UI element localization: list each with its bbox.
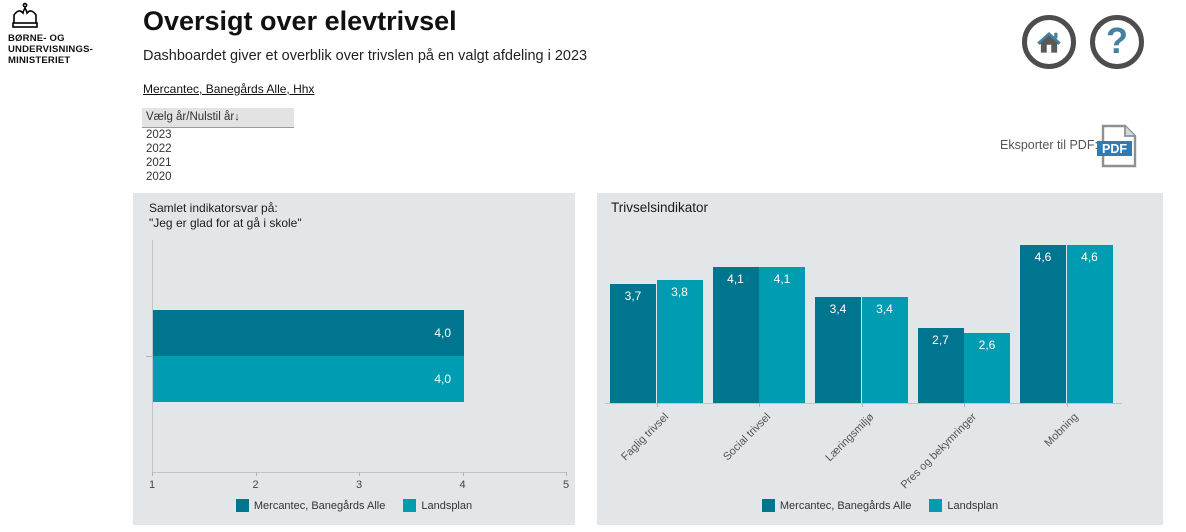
bar-value-label: 4,0 <box>434 326 451 340</box>
year-filter-label: Vælg år/Nulstil år <box>146 111 235 123</box>
legend-label-school: Mercantec, Banegårds Alle <box>779 499 912 512</box>
year-filter: Vælg år/Nulstil år↓ 2023 2022 2021 2020 <box>142 108 294 184</box>
indicator-chart-panel: Trivselsindikator 3,7 3,8 Faglig trivsel 4,… <box>597 193 1163 525</box>
home-button[interactable] <box>1022 15 1076 69</box>
bar-value-label: 3,8 <box>671 285 688 299</box>
x-axis-tick <box>759 403 760 407</box>
bar-value-label: 4,1 <box>727 272 744 286</box>
x-axis-tick <box>359 472 360 476</box>
x-axis-tick <box>656 403 658 407</box>
bar-school[interactable]: 3,7 <box>610 284 656 403</box>
happiness-chart-legend: Mercantec, Banegårds Alle Landsplan <box>133 499 575 512</box>
year-option-2021[interactable]: 2021 <box>142 156 294 170</box>
year-filter-options: 2023 2022 2021 2020 <box>142 128 294 184</box>
bar-value-label: 2,7 <box>932 333 949 347</box>
legend-swatch-school <box>235 499 249 512</box>
happiness-chart-title: Samlet indikatorsvar på: "Jeg er glad fo… <box>149 201 302 230</box>
bar-landsplan[interactable]: 4,6 <box>1066 245 1113 403</box>
help-button[interactable]: ? <box>1090 15 1144 69</box>
y-axis-line <box>152 240 153 472</box>
x-tick-label: 3 <box>355 479 363 491</box>
bar-landsplan[interactable]: 2,6 <box>964 333 1010 403</box>
chevron-down-icon: ↓ <box>234 111 240 123</box>
bar-value-label: 3,4 <box>876 302 893 316</box>
year-option-2020[interactable]: 2020 <box>142 170 294 184</box>
ministry-name: BØRNE- OG UNDERVISNINGS- MINISTERIET <box>8 33 93 66</box>
bar-school[interactable]: 2,7 <box>917 328 964 403</box>
bar-school[interactable]: 4,6 <box>1020 245 1066 403</box>
bar-school[interactable]: 4,1 <box>712 267 759 403</box>
page-subtitle: Dashboardet giver et overblik over trivs… <box>143 48 588 64</box>
indicator-chart-plot: 3,7 3,8 Faglig trivsel 4,1 4,1 Social trivsel… <box>597 193 1163 525</box>
bar-value-label: 4,1 <box>773 272 791 286</box>
y-axis-tick <box>146 356 152 357</box>
category-label: Pres og bekymringer <box>898 411 979 492</box>
bar-value-label: 4,6 <box>1034 250 1052 264</box>
bar-value-label: 2,6 <box>978 338 996 352</box>
category-label: Social trivsel <box>721 411 774 464</box>
legend-swatch-national <box>403 499 417 512</box>
bar-school[interactable]: 3,4 <box>815 297 861 403</box>
legend-label-school: Mercantec, Banegårds Alle <box>253 499 386 512</box>
indicator-chart-legend: Mercantec, Banegårds Alle Landsplan <box>597 499 1163 512</box>
year-filter-header[interactable]: Vælg år/Nulstil år↓ <box>142 108 294 128</box>
category-label: Mobning <box>1042 411 1081 450</box>
year-option-2022[interactable]: 2022 <box>142 142 294 156</box>
department-link[interactable]: Mercantec, Banegårds Alle, Hhx <box>143 82 315 96</box>
x-tick-label: 2 <box>252 479 259 491</box>
category-label: Læringsmiljø <box>822 411 876 465</box>
bar-value-label: 3,7 <box>624 289 642 303</box>
x-axis-tick <box>1066 403 1068 407</box>
crown-icon <box>12 2 38 28</box>
x-axis-tick <box>462 472 464 476</box>
bar-landsplan[interactable]: 3,4 <box>861 297 908 403</box>
x-tick-label: 4 <box>459 479 466 491</box>
legend-swatch-school <box>761 499 775 512</box>
happiness-chart-panel: Samlet indikatorsvar på: "Jeg er glad fo… <box>133 193 575 525</box>
ministry-logo: BØRNE- OG UNDERVISNINGS- MINISTERIET <box>8 2 128 66</box>
export-pdf-label: Eksporter til PDF: <box>1000 138 1098 152</box>
bar-school[interactable]: 4,0 <box>153 310 464 356</box>
x-axis-tick <box>255 472 257 476</box>
x-tick-label: 5 <box>562 479 570 491</box>
legend-label-national: Landsplan <box>421 499 473 512</box>
export-pdf-button[interactable]: PDF <box>1096 124 1138 173</box>
x-axis-tick <box>964 403 965 407</box>
question-mark-icon: ? <box>1106 20 1128 61</box>
happiness-chart-plot: 4,0 4,0 1 2 3 4 5 <box>133 193 575 525</box>
indicator-chart-title: Trivselsindikator <box>611 200 709 215</box>
page-title: Oversigt over elevtrivsel <box>143 6 457 36</box>
x-tick-label: 1 <box>148 479 156 491</box>
bar-landsplan[interactable]: 4,1 <box>759 267 805 403</box>
x-axis-tick <box>861 403 863 407</box>
x-axis-line <box>605 403 1122 404</box>
legend-item-school[interactable]: Mercantec, Banegårds Alle <box>761 499 912 512</box>
legend-swatch-national <box>929 499 943 512</box>
home-icon <box>1037 32 1061 53</box>
legend-item-national[interactable]: Landsplan <box>403 499 472 512</box>
bar-value-label: 3,4 <box>829 302 847 316</box>
category-label: Faglig trivsel <box>618 411 671 464</box>
bar-landsplan[interactable]: 4,0 <box>153 356 464 402</box>
bar-value-label: 4,6 <box>1081 250 1098 264</box>
legend-item-school[interactable]: Mercantec, Banegårds Alle <box>235 499 386 512</box>
svg-text:PDF: PDF <box>1102 142 1127 156</box>
bar-value-label: 4,0 <box>434 372 451 386</box>
x-axis-tick <box>152 472 153 476</box>
x-axis-tick <box>566 472 567 476</box>
year-option-2023[interactable]: 2023 <box>142 128 294 142</box>
legend-item-national[interactable]: Landsplan <box>929 499 998 512</box>
legend-label-national: Landsplan <box>947 499 999 512</box>
bar-landsplan[interactable]: 3,8 <box>656 280 703 403</box>
pdf-icon: PDF <box>1097 124 1137 168</box>
